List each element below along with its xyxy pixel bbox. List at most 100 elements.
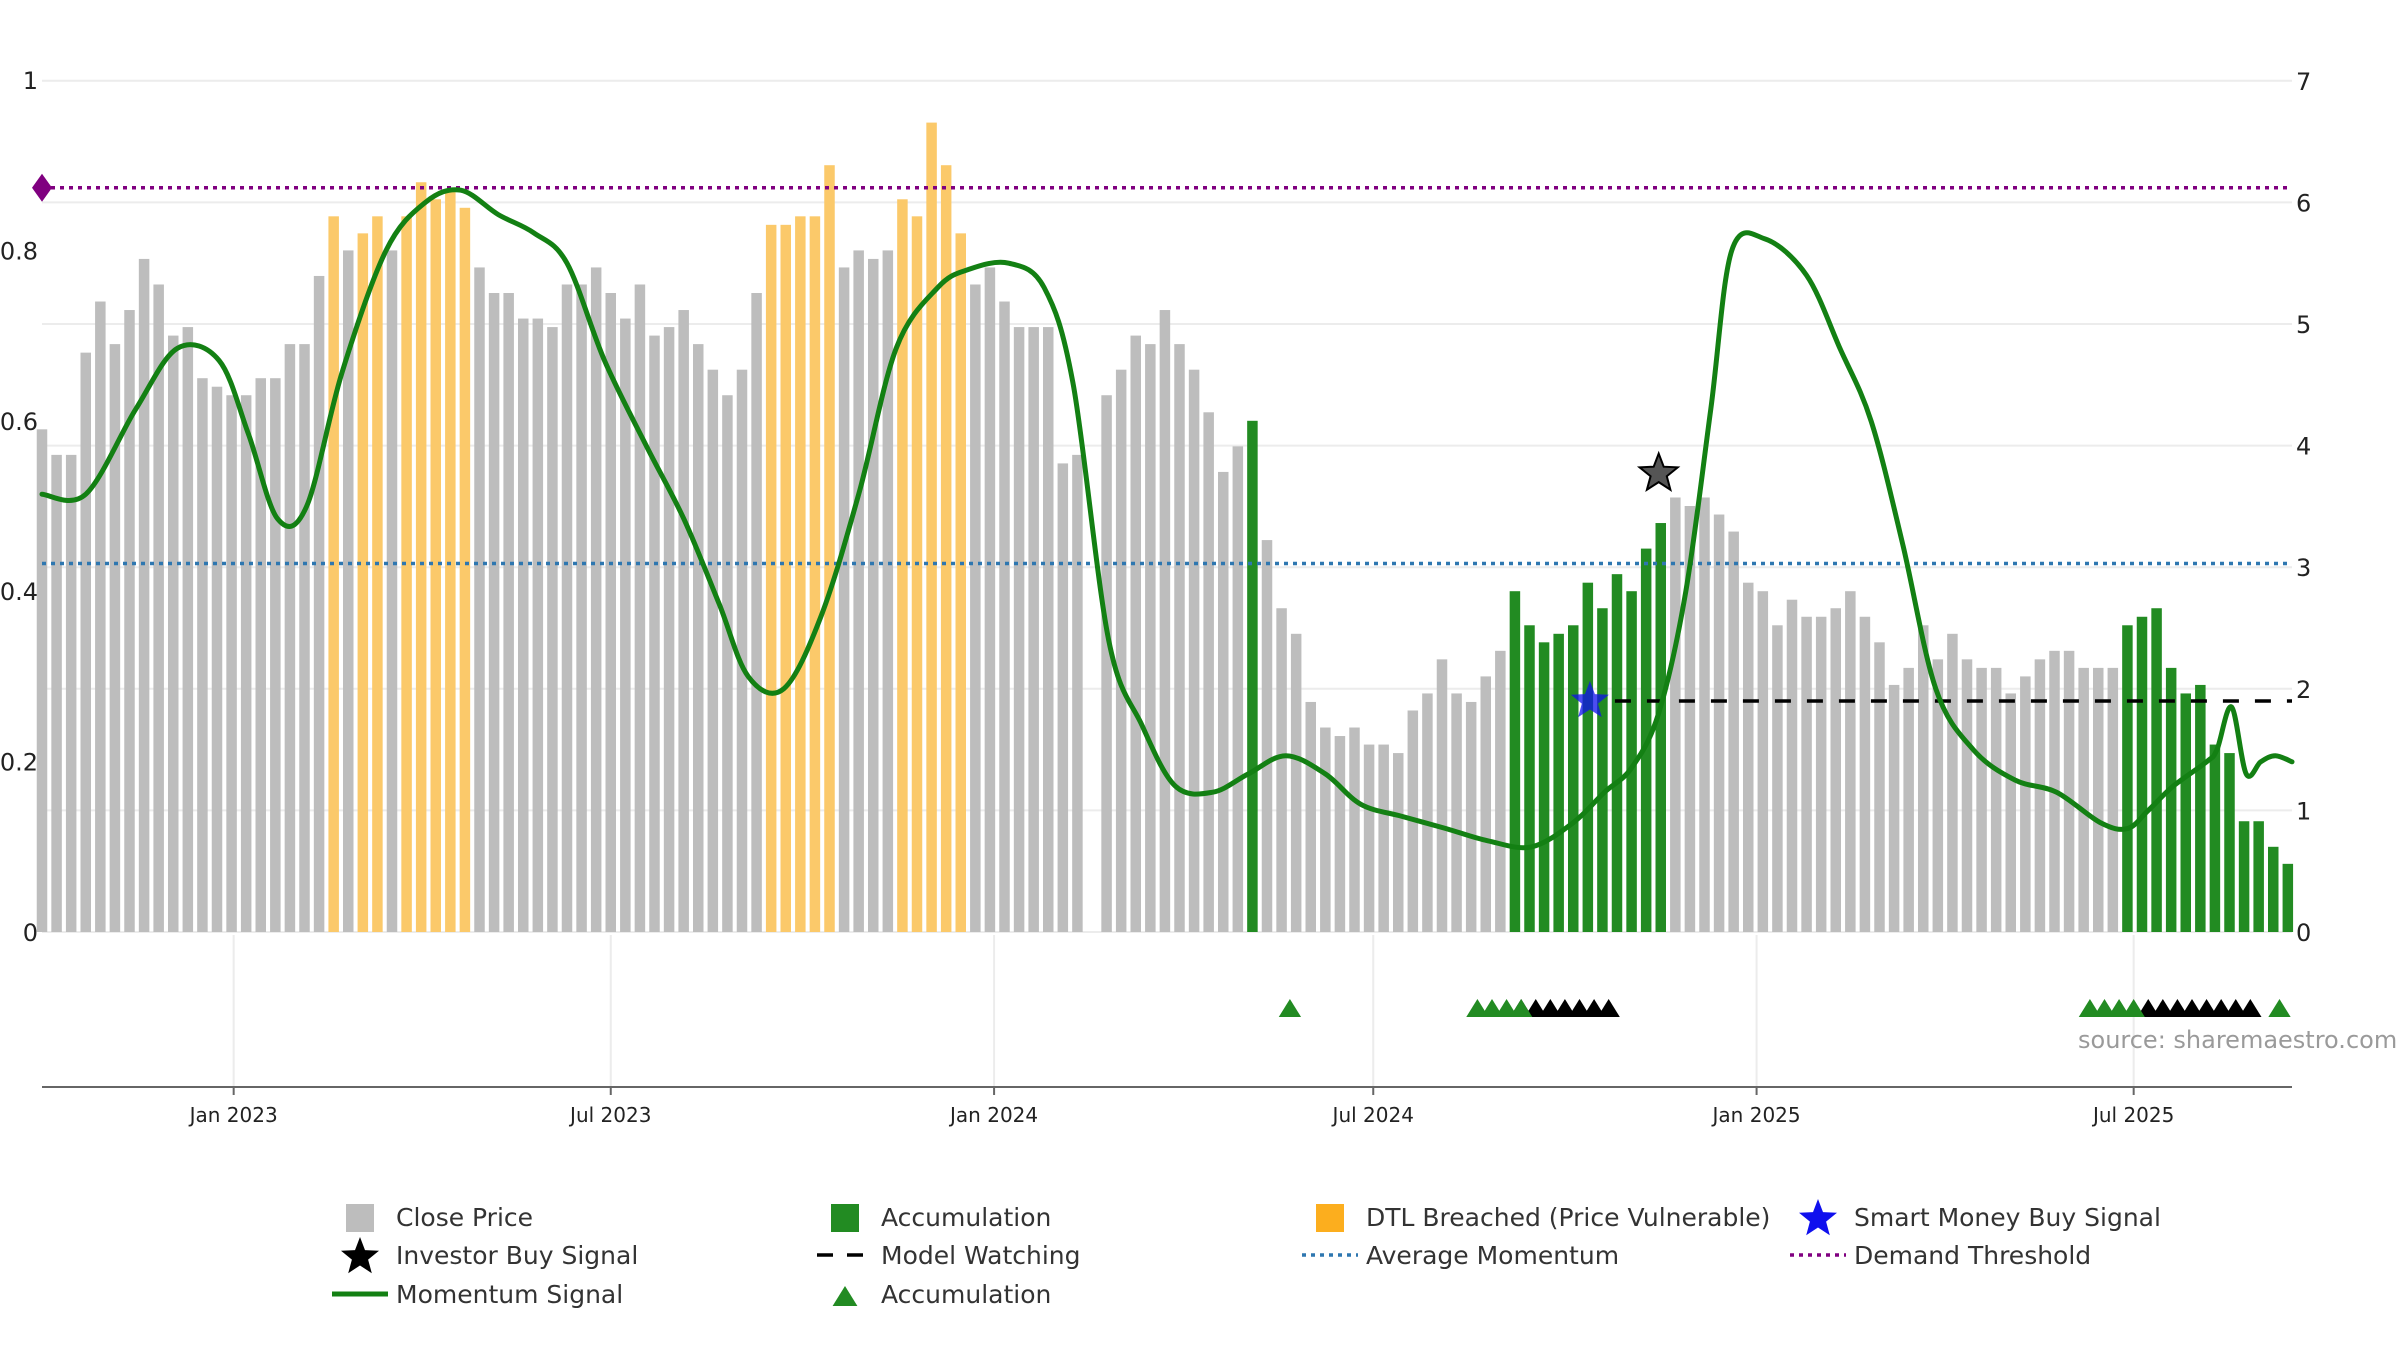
left-tick-label: 0.2 (0, 749, 38, 777)
close-price-bar (882, 250, 894, 932)
close-price-bar (211, 386, 223, 933)
accumulation-marker-black (2137, 999, 2160, 1017)
dtl-breached-bar (940, 165, 952, 932)
accumulation-marker-black (2210, 999, 2233, 1017)
accumulation-marker-black (1539, 999, 1562, 1017)
accumulation-marker (1495, 999, 1518, 1017)
close-price-bar (561, 284, 573, 933)
dtl-breached-bar (926, 122, 937, 933)
close-price-bar (1334, 736, 1346, 932)
close-price-bar (547, 327, 558, 933)
close-price-bar (1261, 540, 1273, 932)
close-price-bar (707, 369, 719, 932)
accumulation-bar (2209, 744, 2221, 932)
close-price-bar (153, 284, 164, 933)
close-price-bar (518, 318, 529, 932)
close-price-bar (663, 327, 675, 933)
legend-symbol-accum_bar (815, 1198, 875, 1236)
legend-symbol-investor (330, 1236, 390, 1274)
legend-item-smart: Smart Money Buy Signal (1788, 1198, 2161, 1236)
accumulation-marker-black (2224, 999, 2247, 1017)
close-price-bar (1480, 676, 1491, 932)
close-price-bar (1743, 582, 1754, 932)
close-price-bar (1218, 471, 1229, 932)
legend-symbol-avg (1300, 1236, 1360, 1274)
close-price-bar (51, 454, 62, 932)
accumulation-marker (1466, 999, 1489, 1017)
accumulation-bar (1524, 625, 1535, 932)
accumulation-marker (2107, 999, 2131, 1017)
dtl-breached-bar (401, 216, 412, 932)
close-price-bar (299, 344, 310, 932)
close-price-bar (2005, 693, 2016, 932)
accumulation-bar (2122, 625, 2133, 932)
momentum-signal-series (39, 187, 2295, 851)
close-price-bar (2093, 667, 2104, 932)
close-price-bar (1859, 616, 1871, 932)
legend-label: Average Momentum (1366, 1240, 1620, 1270)
close-price-bar (1057, 463, 1069, 932)
close-price-bar (1757, 591, 1769, 932)
accumulation-marker-black (1524, 999, 1547, 1017)
close-price-bar (649, 335, 660, 933)
close-price-bar (1815, 616, 1827, 932)
x-tick-label: Jul 2023 (568, 1103, 651, 1127)
close-price-bar (1101, 395, 1112, 932)
close-price-bar (1130, 335, 1141, 933)
left-tick-label: 0.4 (0, 578, 38, 606)
close-price-bar (1159, 310, 1171, 932)
legend: Close Price Accumulation DTL Breached (Pri… (300, 1198, 2200, 1328)
close-price-bar (197, 378, 208, 932)
legend-symbol-close (330, 1198, 390, 1236)
close-price-bar (532, 318, 544, 932)
close-price-bar (1305, 701, 1316, 932)
close-price-bar (1713, 514, 1725, 932)
close-price-bar (1188, 369, 1200, 932)
signal-markers (32, 173, 1681, 718)
legend-label: Investor Buy Signal (396, 1240, 639, 1270)
accumulation-bar (1509, 591, 1521, 932)
dtl-breached-bar (459, 207, 471, 933)
accumulation-marker (2268, 999, 2291, 1017)
accumulation-bar (1597, 608, 1608, 932)
accumulation-marker-black (1568, 999, 1591, 1017)
close-price-bar (1888, 684, 1900, 932)
accumulation-bar (2253, 821, 2264, 932)
close-price-bar (751, 293, 762, 932)
accumulation-marker (2122, 999, 2145, 1017)
dtl-breached-bar (780, 224, 791, 933)
close-price-bar (590, 267, 602, 932)
accumulation-marker-black (1553, 999, 1577, 1017)
accumulation-marker-black (2239, 999, 2262, 1017)
close-price-bar (488, 293, 500, 932)
legend-item-dtl: DTL Breached (Price Vulnerable) (1300, 1198, 1770, 1236)
x-tick-label: Jul 2024 (1331, 1103, 1414, 1127)
legend-item-demand: Demand Threshold (1788, 1236, 2091, 1274)
accumulation-marker-black (2151, 999, 2174, 1017)
close-price-bar (1028, 327, 1039, 933)
accumulation-bar (1582, 582, 1594, 932)
close-price-bar (620, 318, 631, 932)
accumulation-bar (2282, 863, 2294, 932)
x-tick-label: Jan 2025 (1711, 1103, 1801, 1127)
dtl-breached-bar (955, 233, 966, 933)
legend-label: DTL Breached (Price Vulnerable) (1366, 1202, 1771, 1232)
demand-threshold-marker (32, 173, 52, 202)
accumulation-bar (2224, 753, 2235, 932)
accumulation-marker-black (1597, 999, 1620, 1017)
close-price-bar (1232, 446, 1244, 932)
close-price-bar (1043, 327, 1054, 933)
close-price-bar (474, 267, 485, 932)
dtl-breached-bar (415, 182, 427, 933)
close-price-bar (1276, 608, 1287, 932)
close-price-bar (2063, 650, 2075, 932)
dtl-breached-bar (765, 224, 777, 933)
close-price-bar (1918, 625, 1929, 932)
accumulation-marker (2093, 999, 2116, 1017)
x-tick-label: Jan 2023 (188, 1103, 278, 1127)
close-price-bar (1830, 608, 1841, 932)
close-price-bar (1203, 412, 1214, 932)
legend-item-close: Close Price (330, 1198, 533, 1236)
close-price-bar (1393, 753, 1404, 932)
legend-label: Demand Threshold (1854, 1240, 2092, 1270)
